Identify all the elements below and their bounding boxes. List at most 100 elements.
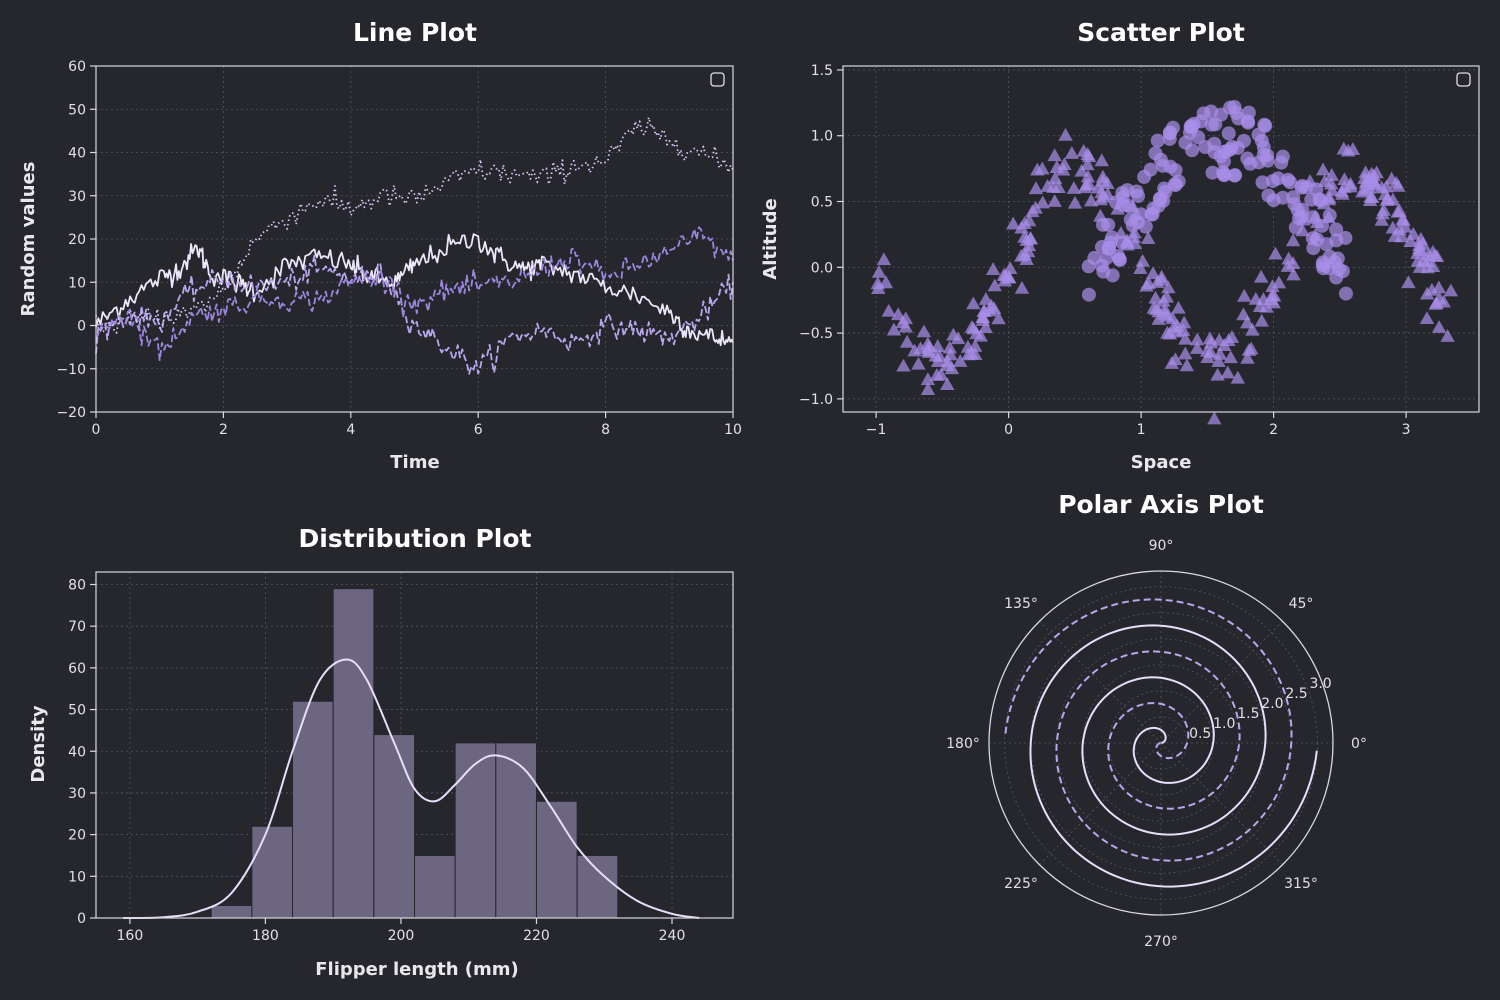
x-tick-label: 1 (1137, 422, 1146, 438)
scatter-triangle-point (928, 348, 943, 362)
scatter-circle-point (1294, 180, 1309, 195)
scatter-triangle-point (1221, 333, 1236, 347)
y-tick-label: −1.0 (799, 392, 833, 408)
scatter-triangle-point (1388, 175, 1404, 189)
scatter-triangle-point (1337, 180, 1352, 193)
line-series-1 (95, 233, 734, 347)
polar-angle-grid-line (1160, 621, 1283, 744)
scatter-triangle-point (1189, 341, 1205, 354)
y-tick-label: −20 (56, 405, 86, 421)
scatter-triangle-point (1001, 270, 1017, 284)
scatter-plot-xlabel: Space (1131, 452, 1192, 473)
scatter-triangle-point (953, 354, 968, 367)
scatter-triangle-point (940, 358, 955, 371)
scatter-triangle-point (1317, 174, 1332, 187)
scatter-triangle-point (881, 303, 896, 317)
scatter-triangle-point (1047, 171, 1063, 185)
scatter-triangle-point (1401, 275, 1416, 289)
scatter-triangle-point (1375, 206, 1390, 220)
scatter-circle-point (1157, 181, 1172, 196)
polar-angle-label: 315° (1284, 876, 1318, 892)
y-tick-label: 40 (68, 146, 86, 162)
histogram-bar (210, 904, 253, 919)
scatter-triangle-point (1324, 183, 1340, 196)
distribution-plot-kde-line (123, 658, 700, 919)
polar-angle-label: 270° (1144, 934, 1178, 950)
scatter-triangle-point (1014, 220, 1029, 234)
y-tick-label: 40 (68, 744, 86, 760)
scatter-circle-point (1183, 119, 1198, 134)
scatter-triangle-point (1058, 127, 1073, 141)
scatter-triangle-point (1362, 193, 1378, 207)
polar-spiral-2 (1004, 598, 1293, 862)
scatter-triangle-point (1211, 354, 1226, 367)
x-tick-label: 10 (724, 422, 742, 438)
scatter-triangle-point (1133, 261, 1148, 274)
scatter-triangle-point (1245, 322, 1260, 336)
scatter-triangle-point (916, 324, 932, 338)
scatter-triangle-point (1431, 320, 1447, 333)
scatter-circle-point (1216, 154, 1231, 169)
scatter-triangle-point (1051, 180, 1066, 194)
scatter-triangle-point (1374, 212, 1389, 226)
scatter-triangle-point (1203, 335, 1219, 349)
distribution-plot-xlabel: Flipper length (mm) (315, 959, 518, 980)
scatter-triangle-point (1253, 269, 1269, 283)
scatter-triangle-point (1146, 300, 1161, 314)
scatter-triangle-point (985, 262, 1001, 275)
polar-angle-label: 45° (1289, 596, 1314, 612)
scatter-plot-ylabel: Altitude (760, 198, 781, 279)
polar-radial-tick-label: 1.0 (1213, 716, 1235, 732)
scatter-triangle-point (978, 292, 994, 305)
scatter-circle-point (1316, 261, 1331, 276)
y-tick-label: 60 (68, 661, 86, 677)
scatter-triangle-point (1035, 195, 1050, 209)
scatter-triangle-point (1023, 231, 1038, 245)
scatter-triangle-point (1440, 329, 1455, 342)
polar-angle-label: 225° (1004, 876, 1038, 892)
scatter-triangle-point (1285, 233, 1301, 247)
scatter-triangle-point (1139, 278, 1154, 292)
scatter-triangle-point (1094, 153, 1109, 167)
scatter-triangle-point (960, 339, 976, 353)
polar-plot-frame (988, 570, 1334, 916)
scatter-triangle-point (1403, 234, 1418, 248)
histogram-bar (576, 854, 619, 919)
y-tick-label: 70 (68, 619, 86, 635)
scatter-triangle-point (1240, 350, 1255, 364)
scatter-triangle-point (1171, 300, 1186, 314)
scatter-triangle-point (899, 334, 915, 348)
scatter-triangle-point (1028, 200, 1043, 214)
scatter-triangle-point (1412, 260, 1428, 273)
x-tick-label: 160 (117, 928, 144, 944)
scatter-triangle-point (1259, 299, 1274, 313)
scatter-triangle-point (1396, 213, 1411, 227)
scatter-triangle-point (1080, 157, 1095, 171)
x-tick-label: 8 (601, 422, 610, 438)
scatter-circle-point (1305, 210, 1320, 225)
polar-angle-label: 0° (1351, 736, 1367, 752)
scatter-triangle-point (871, 281, 886, 294)
scatter-circle-point (1319, 237, 1334, 252)
line-plot-xlabel: Time (390, 452, 439, 473)
scatter-triangle-point (973, 328, 988, 342)
distribution-plot-ticks: 160 180 200 220 240 0 10 20 30 40 50 60 70 80 (68, 578, 685, 944)
scatter-triangle-point (1164, 356, 1180, 369)
scatter-circle-point (1290, 203, 1305, 218)
scatter-circle-point (1145, 207, 1160, 222)
scatter-triangle-point (1397, 219, 1413, 233)
scatter-triangle-point (1095, 169, 1111, 183)
y-tick-label: 30 (68, 189, 86, 205)
distribution-plot-grid (96, 572, 733, 919)
histogram-bar (454, 742, 497, 919)
scatter-circle-point (1260, 153, 1275, 168)
scatter-triangle-point (1150, 275, 1165, 288)
scatter-triangle-point (1140, 231, 1156, 244)
y-tick-label: 0 (77, 911, 86, 927)
x-tick-label: 240 (659, 928, 686, 944)
scatter-circle-point (1236, 133, 1251, 148)
scatter-triangle-point (1006, 216, 1021, 230)
scatter-triangle-point (1203, 345, 1219, 359)
scatter-circle-point (1227, 168, 1242, 183)
polar-radial-tick-label: 3.0 (1309, 676, 1331, 692)
